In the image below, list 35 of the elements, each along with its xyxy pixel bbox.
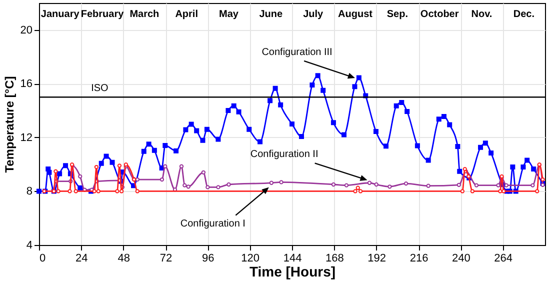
y-tick-label: 20 — [20, 24, 32, 36]
annotation: July — [303, 9, 324, 20]
x-tick-label: 48 — [118, 252, 130, 264]
y-axis-title: Temperature [°C] — [2, 76, 16, 173]
annotation: March — [130, 9, 160, 20]
annotation: Configuration I — [180, 218, 246, 230]
annotation: Configuration III — [262, 46, 332, 58]
y-tick-label: 4 — [26, 240, 32, 252]
annotation: Sep. — [386, 9, 408, 20]
y-tick-label: 12 — [20, 132, 32, 144]
x-tick-label: 168 — [325, 252, 344, 264]
annotation: August — [338, 9, 374, 20]
x-tick-label: 144 — [283, 252, 302, 264]
y-tick-label: 8 — [26, 186, 32, 198]
x-tick-label: 264 — [494, 252, 513, 264]
y-tick-label: 16 — [20, 78, 32, 90]
x-tick-label: 120 — [241, 252, 260, 264]
ref-line-label: ISO — [91, 83, 109, 94]
annotation: February — [80, 9, 124, 20]
annotation: Configuration II — [250, 149, 318, 160]
x-tick-label: 216 — [410, 252, 428, 264]
x-axis-title: Time [Hours] — [249, 264, 336, 280]
x-tick-label: 24 — [76, 252, 88, 264]
annotation: June — [259, 9, 284, 20]
annotation: Nov. — [471, 9, 492, 20]
annotation: October — [420, 9, 459, 20]
annotation: April — [175, 9, 198, 20]
annotation: May — [219, 9, 239, 20]
annotation: Dec. — [513, 9, 535, 20]
x-tick-label: 72 — [160, 252, 172, 264]
x-tick-label: 192 — [368, 252, 386, 264]
x-tick-label: 96 — [202, 252, 214, 264]
annotation: January — [40, 9, 80, 20]
x-tick-label: 240 — [452, 252, 470, 264]
x-tick-label: 0 — [40, 252, 46, 264]
